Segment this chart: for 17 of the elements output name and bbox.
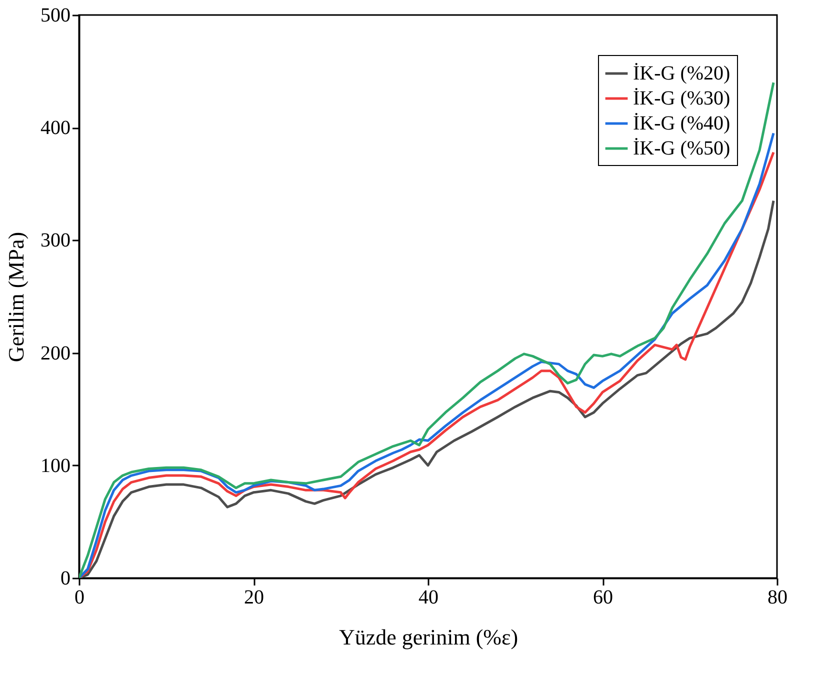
y-tick-label: 100 [40,454,70,477]
y-tick-label: 400 [40,117,70,140]
y-tick-label: 200 [40,342,70,364]
legend-label: İK-G (%30) [633,88,730,110]
legend-label: İK-G (%20) [633,62,730,84]
legend-label: İK-G (%40) [633,112,730,134]
x-tick-label: 0 [74,586,84,608]
x-tick-label: 40 [418,586,438,608]
x-axis-title: Yüzde gerinim (%ε) [338,624,518,650]
x-tick-label: 80 [768,586,788,608]
y-tick-label: 0 [60,568,70,590]
y-axis-title: Gerilim (MPa) [4,232,28,362]
x-tick-label: 20 [244,586,264,608]
y-tick-label: 300 [40,230,70,252]
x-tick-label: 60 [593,586,613,608]
legend-label: İK-G (%50) [633,138,730,160]
y-tick-label: 500 [40,4,70,26]
